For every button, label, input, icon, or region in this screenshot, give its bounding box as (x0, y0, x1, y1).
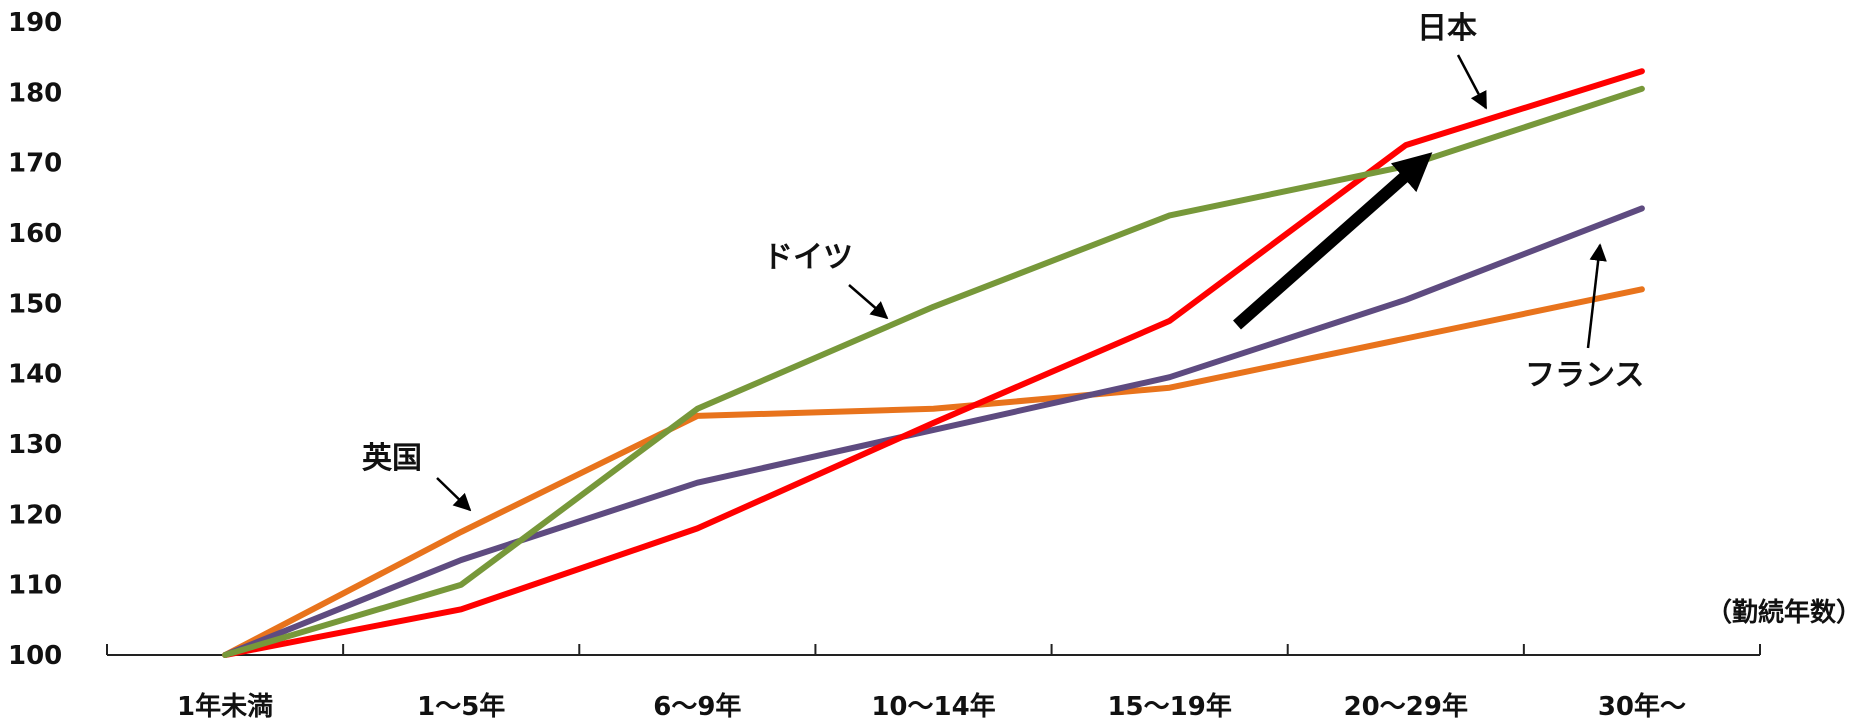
pointer-arrow-japan (1456, 54, 1488, 110)
series-line-0 (222, 68, 1645, 658)
x-tick-label: 1年未満 (177, 691, 273, 721)
series-lines (222, 68, 1645, 658)
annotation-france: フランス (1525, 243, 1644, 393)
y-tick-label: 150 (8, 289, 62, 319)
series-line-2 (222, 286, 1645, 658)
y-tick-label: 120 (8, 500, 62, 530)
annotation-uk: 英国 (362, 441, 472, 512)
x-tick-label: 6～9年 (653, 691, 741, 721)
series-label-uk: 英国 (362, 441, 422, 476)
series-line-3 (222, 205, 1645, 658)
y-tick-label: 140 (8, 360, 62, 390)
series-label-japan: 日本 (1417, 11, 1477, 46)
x-axis (106, 644, 1761, 656)
y-tick-label: 160 (8, 219, 62, 249)
x-tick-label: 30年～ (1598, 691, 1686, 721)
y-tick-label: 130 (8, 430, 62, 460)
x-axis-tick-labels: 1年未満 1～5年 6～9年 10～14年 15～19年 20～29年 30年～ (177, 691, 1686, 721)
y-tick-label: 190 (8, 8, 62, 38)
annotation-germany: ドイツ (763, 240, 889, 320)
x-tick-label: 10～14年 (871, 691, 995, 721)
series-label-germany: ドイツ (763, 240, 853, 275)
trend-arrow (1233, 152, 1433, 330)
y-tick-label: 110 (8, 571, 62, 601)
pointer-arrow-france (1586, 243, 1607, 349)
y-tick-label: 180 (8, 78, 62, 108)
x-tick-label: 1～5年 (417, 691, 505, 721)
y-tick-label: 170 (8, 149, 62, 179)
y-tick-label: 100 (8, 641, 62, 671)
pointer-arrow-uk (436, 477, 472, 512)
x-tick-label: 20～29年 (1344, 691, 1468, 721)
annotation-japan: 日本 (1417, 11, 1488, 110)
x-tick-label: 15～19年 (1107, 691, 1231, 721)
series-label-france: フランス (1525, 358, 1644, 393)
x-axis-unit-label: （勤続年数） (1706, 597, 1862, 628)
y-axis-ticks: 100 110 120 130 140 150 160 170 180 190 (8, 8, 62, 671)
pointer-arrow-germany (848, 284, 889, 320)
